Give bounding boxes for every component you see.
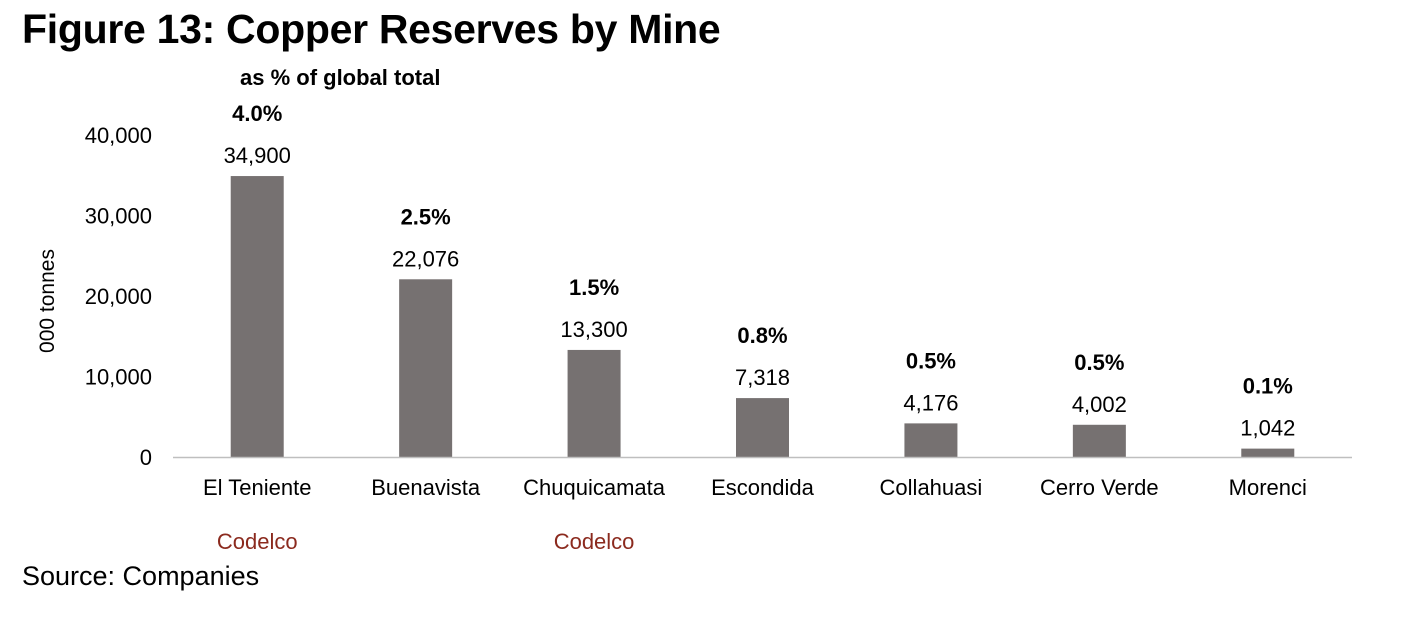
x-tick-label: Buenavista [371,475,481,500]
bar-value-label: 7,318 [735,365,790,390]
y-tick-label: 20,000 [85,284,152,309]
bar-share-label: 0.5% [1074,350,1124,375]
bar-share-label: 0.1% [1243,374,1293,399]
x-tick-label: Collahuasi [880,475,983,500]
bar [567,349,621,457]
figure-title: Figure 13: Copper Reserves by Mine [22,6,721,52]
owner-label: Codelco [554,529,635,554]
bar-share-label: 1.5% [569,275,619,300]
y-tick-label: 10,000 [85,365,152,390]
bar [904,423,958,457]
y-tick-label: 40,000 [85,123,152,148]
x-tick-label: Cerro Verde [1040,475,1159,500]
bar-value-label: 4,002 [1072,392,1127,417]
bar-value-label: 34,900 [224,143,291,168]
bar [230,176,284,457]
y-tick-label: 30,000 [85,204,152,229]
bar-value-label: 4,176 [903,390,958,415]
bars [230,176,1295,457]
bar [399,279,453,457]
source-note: Source: Companies [22,561,260,591]
bar [1072,424,1126,457]
bar [736,398,789,457]
bar-share-label: 2.5% [401,204,451,229]
bar-value-label: 22,076 [392,246,459,271]
bar-share-label: 0.8% [737,323,787,348]
y-axis-label: 000 tonnes [36,249,59,353]
bar-labels: 34,900 4.0% El Teniente Codelco 22,076 2.5% Bu… [203,101,1307,554]
owner-label: Codelco [217,529,298,554]
bar-share-label: 4.0% [232,101,282,126]
x-tick-label: El Teniente [203,475,311,500]
y-tick-label: 0 [140,445,152,470]
bar-value-label: 13,300 [560,317,627,342]
bar [1241,448,1295,457]
bar-share-label: 0.5% [906,348,956,373]
bar-value-label: 1,042 [1240,416,1295,441]
x-tick-label: Chuquicamata [523,475,666,500]
share-annotation: as % of global total [240,65,440,90]
x-tick-label: Escondida [711,475,815,500]
x-tick-label: Morenci [1229,475,1307,500]
y-axis-ticks: 0 10,000 20,000 30,000 40,000 [85,123,152,470]
